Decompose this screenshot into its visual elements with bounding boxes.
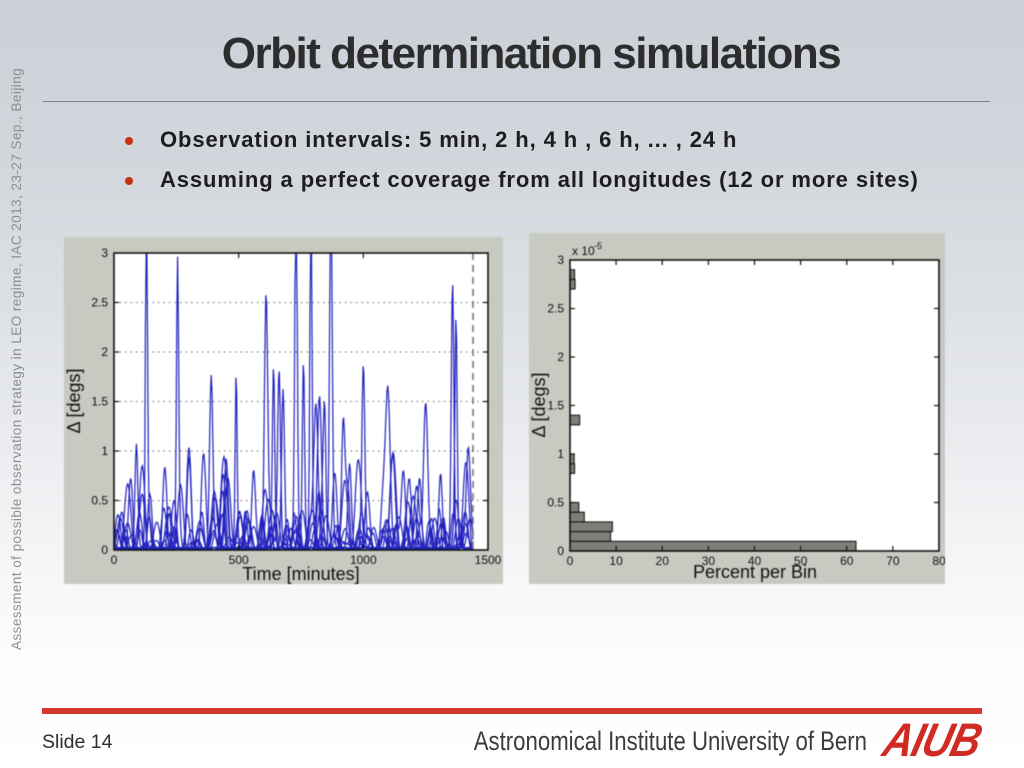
svg-text:10: 10 bbox=[609, 554, 623, 568]
svg-text:0: 0 bbox=[101, 543, 108, 557]
svg-text:20: 20 bbox=[656, 554, 670, 568]
svg-text:-5: -5 bbox=[594, 241, 602, 251]
svg-text:1: 1 bbox=[101, 444, 108, 458]
svg-text:0: 0 bbox=[111, 553, 118, 567]
svg-text:Percent per Bin: Percent per Bin bbox=[693, 562, 817, 582]
svg-text:x 10: x 10 bbox=[572, 244, 595, 258]
svg-text:1000: 1000 bbox=[350, 553, 377, 567]
svg-text:1500: 1500 bbox=[475, 553, 502, 567]
svg-text:1: 1 bbox=[557, 447, 564, 461]
svg-text:30: 30 bbox=[702, 554, 716, 568]
svg-text:2.5: 2.5 bbox=[547, 302, 564, 316]
svg-text:1.5: 1.5 bbox=[547, 399, 564, 413]
svg-text:2.5: 2.5 bbox=[91, 296, 108, 310]
svg-text:0.5: 0.5 bbox=[91, 494, 108, 508]
svg-text:50: 50 bbox=[794, 554, 808, 568]
svg-text:40: 40 bbox=[748, 554, 762, 568]
svg-text:60: 60 bbox=[840, 554, 854, 568]
svg-text:Δ [degs]: Δ [degs] bbox=[64, 368, 84, 433]
svg-text:70: 70 bbox=[886, 554, 900, 568]
svg-text:500: 500 bbox=[229, 553, 249, 567]
svg-text:2: 2 bbox=[101, 345, 108, 359]
svg-text:3: 3 bbox=[101, 246, 108, 260]
svg-text:80: 80 bbox=[932, 554, 945, 568]
svg-text:Δ [degs]: Δ [degs] bbox=[529, 372, 549, 437]
svg-text:0.5: 0.5 bbox=[547, 496, 564, 510]
svg-text:3: 3 bbox=[557, 253, 564, 267]
svg-text:1.5: 1.5 bbox=[91, 395, 108, 409]
svg-text:0: 0 bbox=[567, 554, 574, 568]
svg-text:2: 2 bbox=[557, 350, 564, 364]
svg-text:Time [minutes]: Time [minutes] bbox=[242, 564, 359, 584]
svg-text:0: 0 bbox=[557, 544, 564, 558]
